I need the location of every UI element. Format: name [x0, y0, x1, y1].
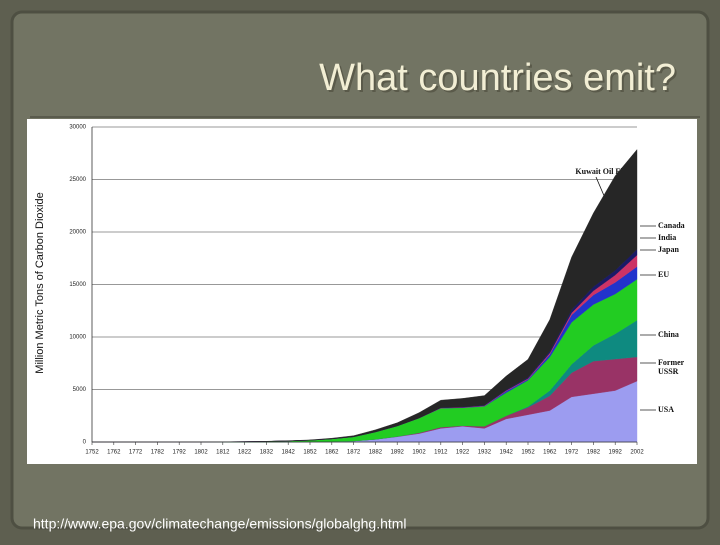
x-tick-label: 1972	[565, 450, 579, 456]
x-tick-label: 1792	[173, 450, 187, 456]
x-tick-label: 1912	[434, 450, 448, 456]
x-tick-label: 1862	[325, 450, 339, 456]
x-tick-label: 1932	[478, 450, 492, 456]
legend-label: EU	[658, 270, 670, 279]
y-tick-label: 10000	[69, 335, 86, 341]
slide-title: What countries emit?	[319, 57, 676, 99]
y-tick-label: 15000	[69, 282, 86, 288]
x-tick-label: 1982	[587, 450, 601, 456]
x-tick-label: 1852	[303, 450, 317, 456]
x-tick-label: 1802	[194, 450, 208, 456]
x-tick-label: 2002	[630, 450, 644, 456]
x-tick-label: 1872	[347, 450, 361, 456]
x-tick-label: 1952	[521, 450, 535, 456]
legend-label: Former USSR	[658, 358, 685, 376]
y-tick-label: 20000	[69, 230, 86, 236]
y-tick-label: 5000	[73, 387, 87, 393]
x-tick-label: 1902	[412, 450, 426, 456]
x-tick-label: 1822	[238, 450, 252, 456]
legend-label: India	[658, 233, 677, 242]
x-tick-label: 1892	[391, 450, 405, 456]
legend-label: Canada	[658, 221, 685, 230]
y-tick-label: 30000	[69, 125, 86, 131]
area	[92, 149, 638, 443]
x-tick-label: 1772	[129, 450, 143, 456]
y-axis-label: Million Metric Tons of Carbon Dioxide	[34, 192, 46, 373]
x-tick-label: 1962	[543, 450, 557, 456]
legend-label: USA	[658, 405, 675, 414]
x-tick-label: 1922	[456, 450, 470, 456]
y-tick-label: 25000	[69, 177, 86, 183]
y-tick-label: 0	[83, 440, 87, 446]
x-tick-label: 1882	[369, 450, 383, 456]
legend-label: Japan	[658, 245, 679, 254]
x-tick-label: 1992	[609, 450, 623, 456]
x-tick-label: 1842	[282, 450, 296, 456]
x-tick-label: 1832	[260, 450, 274, 456]
legend-label: China	[658, 330, 679, 339]
x-tick-label: 1762	[107, 450, 121, 456]
x-tick-label: 1752	[85, 450, 99, 456]
x-tick-label: 1942	[500, 450, 514, 456]
annotation: Kuwait Oil Fires	[575, 167, 632, 176]
x-tick-label: 1812	[216, 450, 230, 456]
x-tick-label: 1782	[151, 450, 165, 456]
source-url: http://www.epa.gov/climatechange/emissio…	[33, 516, 407, 532]
title-shadow: What countries emit?	[321, 59, 678, 101]
